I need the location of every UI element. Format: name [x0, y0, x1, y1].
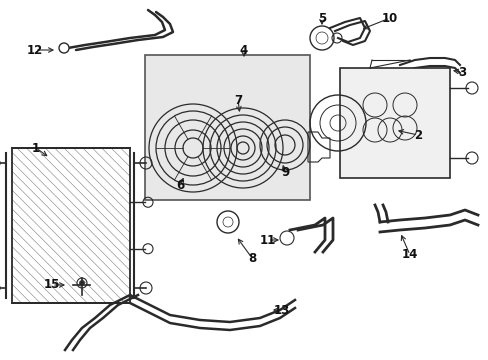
Text: 3: 3: [457, 66, 465, 78]
Text: 14: 14: [401, 248, 417, 261]
Text: 15: 15: [44, 279, 60, 292]
Text: 4: 4: [240, 44, 247, 57]
FancyBboxPatch shape: [145, 55, 309, 200]
Text: 1: 1: [32, 141, 40, 154]
Text: 5: 5: [317, 12, 325, 24]
Text: 2: 2: [413, 129, 421, 141]
Text: 13: 13: [273, 303, 289, 316]
Text: 12: 12: [27, 44, 43, 57]
Text: 7: 7: [233, 94, 242, 107]
Text: 6: 6: [176, 179, 184, 192]
FancyBboxPatch shape: [339, 68, 449, 178]
Circle shape: [59, 43, 69, 53]
Text: 11: 11: [259, 234, 276, 247]
Bar: [12, 148, 130, 303]
Text: 10: 10: [381, 12, 397, 24]
Text: 9: 9: [280, 166, 288, 179]
Circle shape: [80, 280, 84, 285]
Text: 8: 8: [247, 252, 256, 265]
